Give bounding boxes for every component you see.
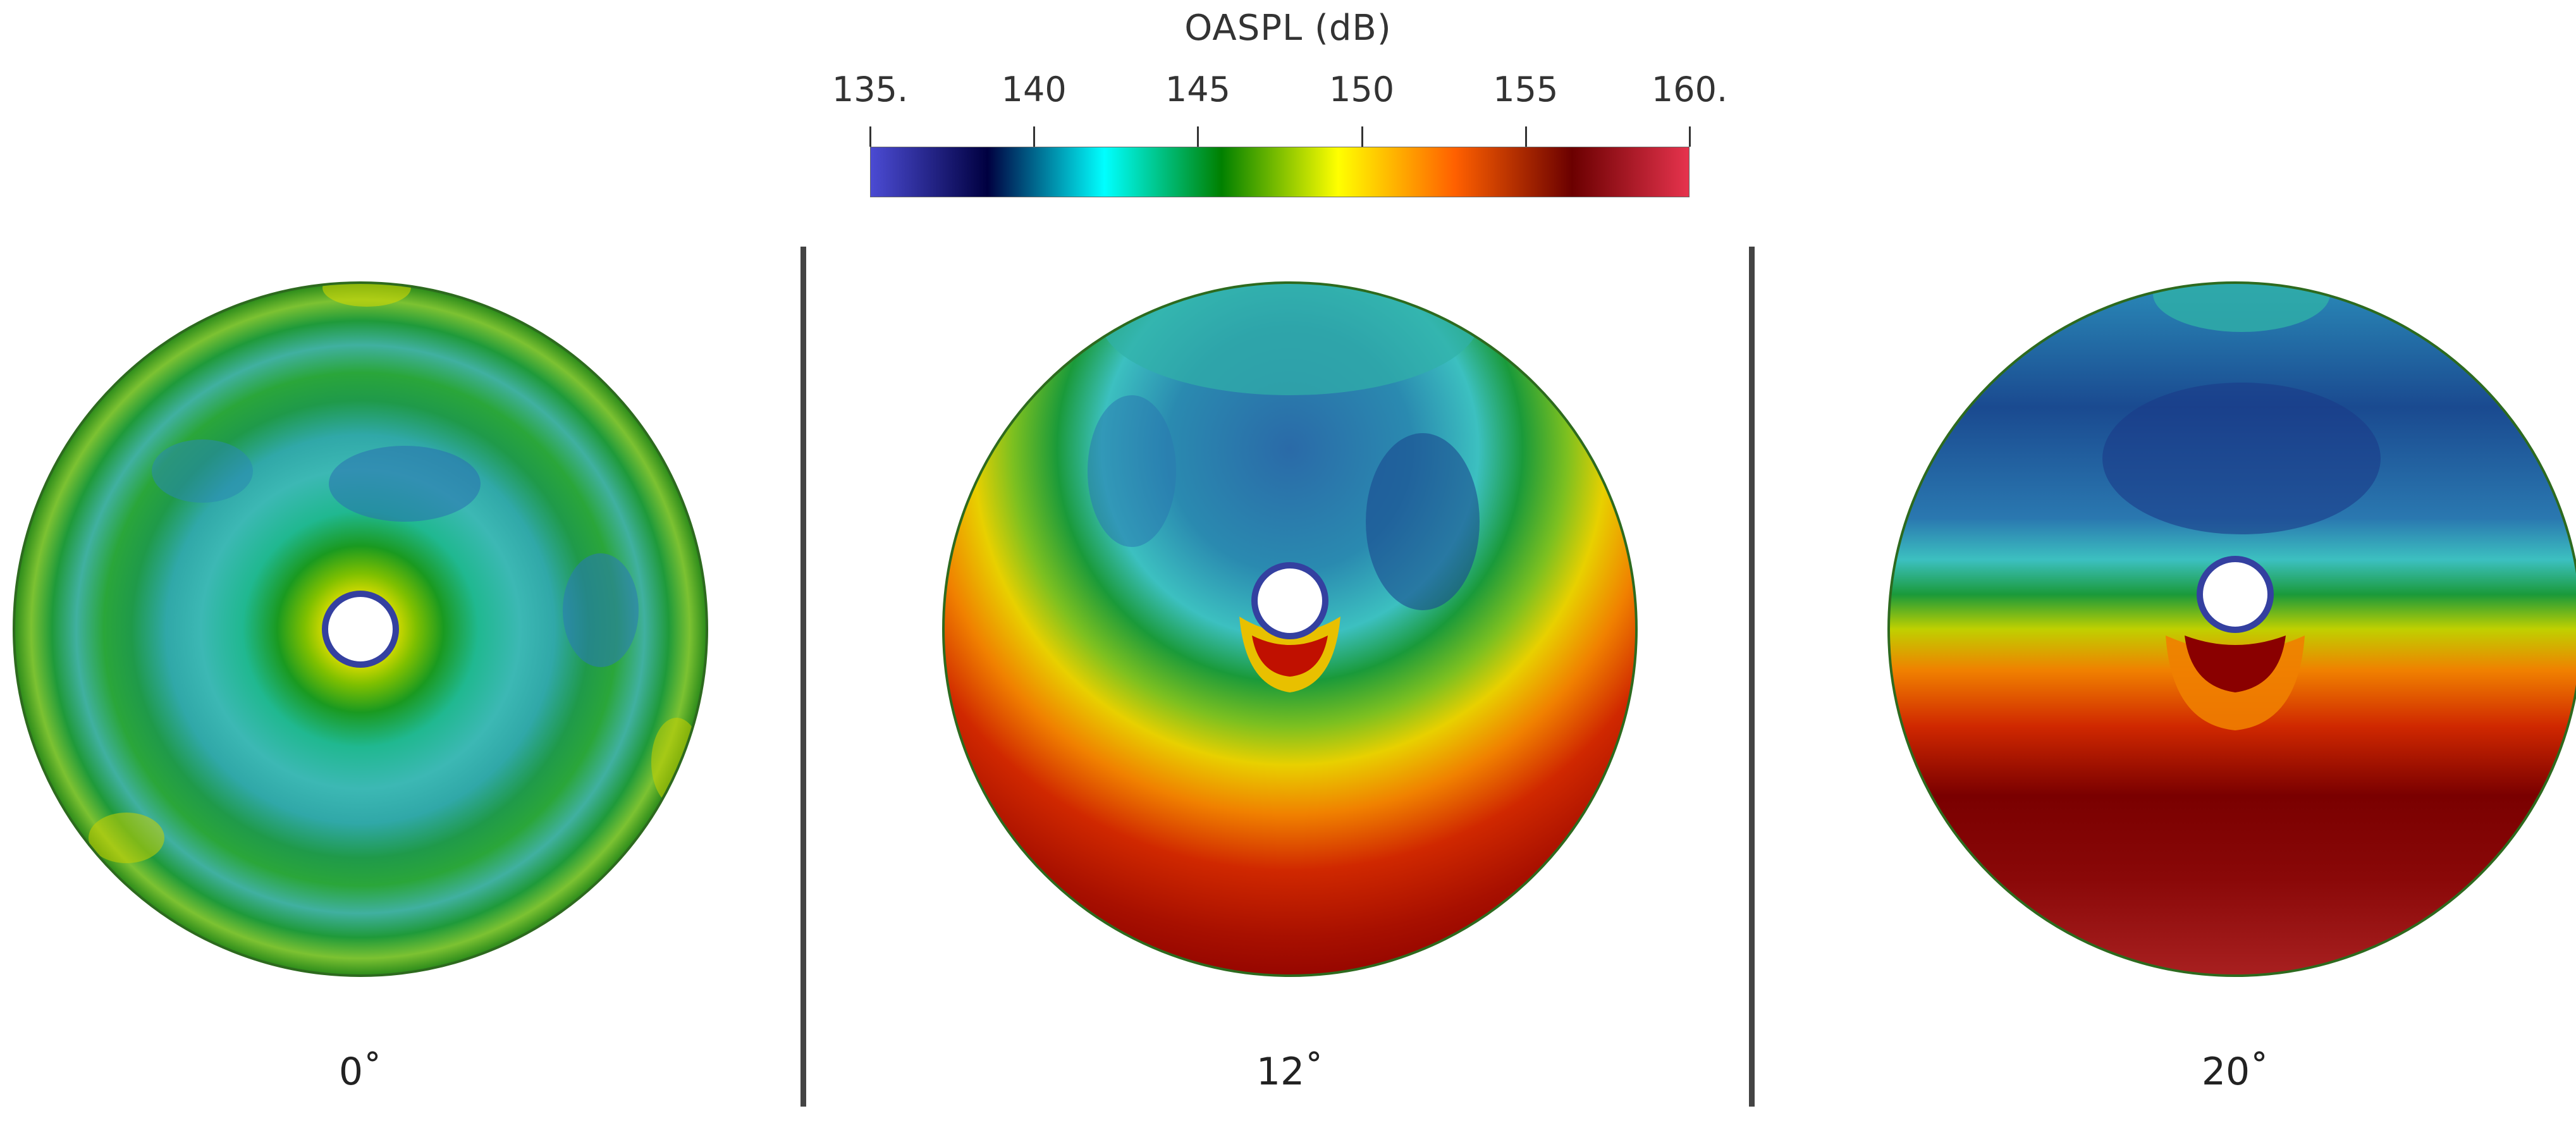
colorbar-tick-label: 135. — [831, 70, 909, 109]
colorbar-tick-label: 160. — [1651, 70, 1728, 109]
panel-label-0deg: 0˚ — [338, 1050, 383, 1094]
colorbar-tick-mark — [1361, 126, 1363, 147]
panel-divider-left — [800, 247, 806, 1107]
panel-label-20deg: 20˚ — [2201, 1050, 2269, 1094]
panel-label-12deg: 12˚ — [1256, 1050, 1324, 1094]
colorbar-tick-mark — [869, 126, 871, 147]
colorbar-tick-mark — [1689, 126, 1691, 147]
colorbar-tick-mark — [1197, 126, 1199, 147]
colorbar-tick-label: 145 — [1165, 70, 1230, 109]
oaspl-disk-20deg — [1887, 281, 2576, 977]
colorbar-tick-mark — [1033, 126, 1036, 147]
colorbar-tick-mark — [1524, 126, 1527, 147]
colorbar-title: OASPL (dB) — [1184, 8, 1392, 49]
colorbar-tick-label: 140 — [1001, 70, 1067, 109]
oaspl-disk-12deg — [942, 281, 1638, 977]
panel-divider-right — [1749, 247, 1755, 1107]
colorbar-gradient — [870, 147, 1690, 197]
colorbar-tick-label: 155 — [1493, 70, 1559, 109]
colorbar-tick-label: 150 — [1329, 70, 1395, 109]
oaspl-disk-0deg — [13, 281, 708, 977]
